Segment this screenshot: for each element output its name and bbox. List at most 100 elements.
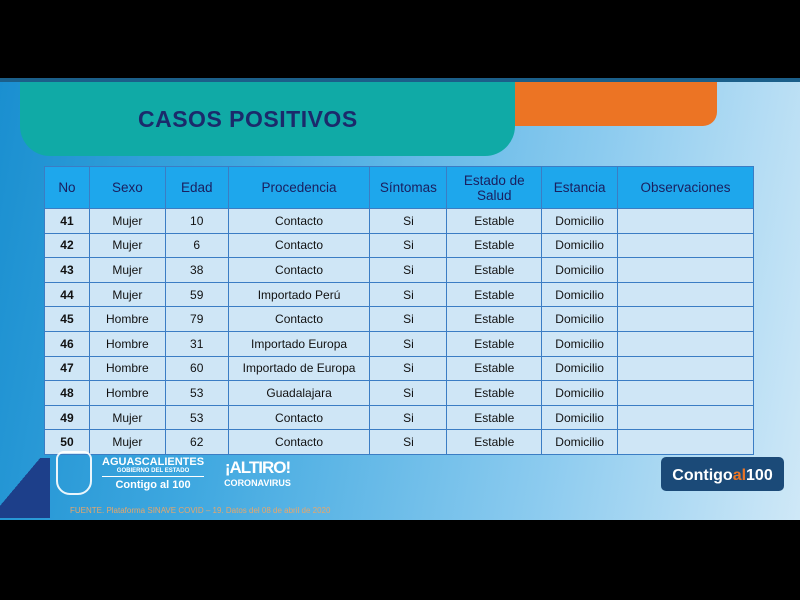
table-cell [617, 380, 754, 406]
table-cell: Domicilio [541, 429, 619, 455]
table-cell: Contacto [227, 208, 371, 234]
table-cell: Contacto [227, 232, 371, 259]
table-cell [617, 330, 754, 357]
table-cell: Mujer [88, 232, 166, 259]
table-cell: Domicilio [541, 208, 619, 234]
table-row: 41 Mujer 10 Contacto Si Estable Domicilio [44, 208, 754, 234]
table-cell: 6 [164, 232, 229, 259]
gob-text: GOBIERNO DEL ESTADO [102, 468, 205, 477]
table-cell [617, 281, 754, 308]
ags-logo: AGUASCALIENTES GOBIERNO DEL ESTADO Conti… [102, 455, 205, 491]
top-line [0, 78, 800, 82]
table-cell: Hombre [88, 330, 166, 357]
column-header: Sexo [88, 166, 166, 209]
table-cell: Domicilio [541, 355, 619, 382]
table-cell: Si [369, 404, 448, 431]
table-row: 49 Mujer 53 Contacto Si Estable Domicilio [44, 404, 754, 431]
badge-al: al [732, 467, 747, 484]
table-cell: 49 [44, 404, 90, 431]
badge-100: 100 [746, 467, 773, 484]
table-cell: Estable [446, 355, 543, 382]
altiro-text: ¡ALTIRO! [224, 458, 291, 477]
table-row: 47 Hombre 60 Importado de Europa Si Estable Do… [44, 355, 754, 382]
table-cell: Si [369, 306, 448, 332]
table-row: 43 Mujer 38 Contacto Si Estable Domicilio [44, 257, 754, 283]
table-row: 46 Hombre 31 Importado Europa Si Estable Domic… [44, 330, 754, 357]
column-header: Síntomas [369, 166, 448, 209]
table-cell: Importado Europa [227, 330, 371, 357]
table-cell: 46 [44, 330, 90, 357]
table-cell: Si [369, 380, 448, 406]
table-cell: 53 [164, 380, 229, 406]
table-cell [617, 257, 754, 283]
table-cell: Estable [446, 330, 543, 357]
table-cell: Estable [446, 232, 543, 259]
table-row: 45 Hombre 79 Contacto Si Estable Domicilio [44, 306, 754, 332]
table-cell: Si [369, 232, 448, 259]
column-header: Observaciones [617, 166, 754, 209]
ags-name: AGUASCALIENTES [102, 455, 205, 468]
contigo-badge: Contigoal100 [661, 457, 784, 491]
table-cell: Domicilio [541, 306, 619, 332]
table-cell: 43 [44, 257, 90, 283]
table-cell: 79 [164, 306, 229, 332]
table-cell: Importado de Europa [227, 355, 371, 382]
table-cell: Contacto [227, 306, 371, 332]
table-cell: 62 [164, 429, 229, 455]
table-row: 50 Mujer 62 Contacto Si Estable Domicilio [44, 429, 754, 455]
cases-table: No Sexo Edad Procedencia Síntomas Estado de S… [44, 166, 754, 455]
table-cell [617, 306, 754, 332]
column-header: Estancia [541, 166, 619, 209]
table-row: 42 Mujer 6 Contacto Si Estable Domicilio [44, 232, 754, 259]
table-cell: Mujer [88, 429, 166, 455]
table-cell: Mujer [88, 208, 166, 234]
table-cell: Si [369, 355, 448, 382]
table-cell: Estable [446, 404, 543, 431]
coronavirus-text: CORONAVIRUS [224, 478, 291, 488]
table-cell: Mujer [88, 281, 166, 308]
table-cell: Mujer [88, 404, 166, 431]
column-header: Edad [164, 166, 229, 209]
table-cell [617, 429, 754, 455]
slide: CASOS POSITIVOS No Sexo Edad Procedencia Sín… [0, 78, 800, 520]
table-cell: Si [369, 429, 448, 455]
table-cell: 38 [164, 257, 229, 283]
table-cell: Si [369, 281, 448, 308]
table-row: 44 Mujer 59 Importado Perú Si Estable Domicili… [44, 281, 754, 308]
title-banner [20, 82, 515, 156]
source-footer: FUENTE. Plataforma SINAVE COVID – 19. Da… [70, 506, 331, 515]
table-cell: Domicilio [541, 257, 619, 283]
table-cell: Hombre [88, 306, 166, 332]
table-cell: Domicilio [541, 404, 619, 431]
table-cell: Si [369, 330, 448, 357]
table-cell: 42 [44, 232, 90, 259]
table-cell: Contacto [227, 404, 371, 431]
table-cell: 59 [164, 281, 229, 308]
table-cell [617, 208, 754, 234]
table-cell [617, 355, 754, 382]
decorative-stripe [0, 458, 50, 518]
altiro-logo: ¡ALTIRO! CORONAVIRUS [224, 458, 291, 488]
column-header: No [44, 166, 90, 209]
table-cell: 47 [44, 355, 90, 382]
table-cell: Domicilio [541, 380, 619, 406]
table-cell: Domicilio [541, 232, 619, 259]
table-cell: Domicilio [541, 281, 619, 308]
logos: AGUASCALIENTES GOBIERNO DEL ESTADO Conti… [56, 451, 291, 495]
table-cell: Importado Perú [227, 281, 371, 308]
table-cell: 53 [164, 404, 229, 431]
table-cell: 10 [164, 208, 229, 234]
table-cell: Si [369, 257, 448, 283]
table-cell: Hombre [88, 355, 166, 382]
table-cell: 45 [44, 306, 90, 332]
table-cell: Hombre [88, 380, 166, 406]
table-cell: 48 [44, 380, 90, 406]
table-cell: Estable [446, 257, 543, 283]
contigo-text: Contigo al 100 [115, 478, 191, 491]
table-row: 48 Hombre 53 Guadalajara Si Estable Domicilio [44, 380, 754, 406]
column-header: Procedencia [227, 166, 371, 209]
column-header: Estado de Salud [446, 166, 543, 209]
table-cell: Contacto [227, 257, 371, 283]
badge-contigo: Contigo [672, 467, 733, 484]
table-cell: 44 [44, 281, 90, 308]
